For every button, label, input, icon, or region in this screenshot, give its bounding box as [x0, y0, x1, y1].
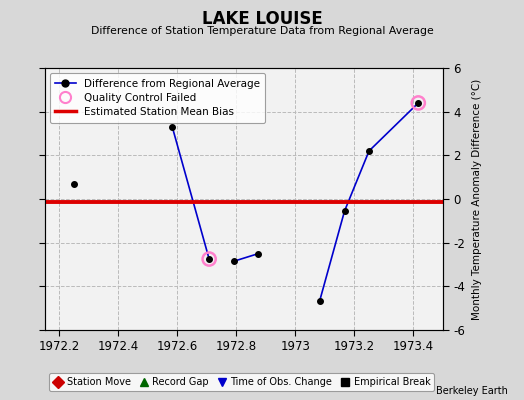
Legend: Difference from Regional Average, Quality Control Failed, Estimated Station Mean: Difference from Regional Average, Qualit…: [50, 73, 265, 123]
Y-axis label: Monthly Temperature Anomaly Difference (°C): Monthly Temperature Anomaly Difference (…: [472, 78, 482, 320]
Legend: Station Move, Record Gap, Time of Obs. Change, Empirical Break: Station Move, Record Gap, Time of Obs. C…: [49, 373, 434, 391]
Point: [205, 256, 213, 262]
Text: Berkeley Earth: Berkeley Earth: [436, 386, 508, 396]
Text: Difference of Station Temperature Data from Regional Average: Difference of Station Temperature Data f…: [91, 26, 433, 36]
Point: [414, 100, 422, 106]
Text: LAKE LOUISE: LAKE LOUISE: [202, 10, 322, 28]
